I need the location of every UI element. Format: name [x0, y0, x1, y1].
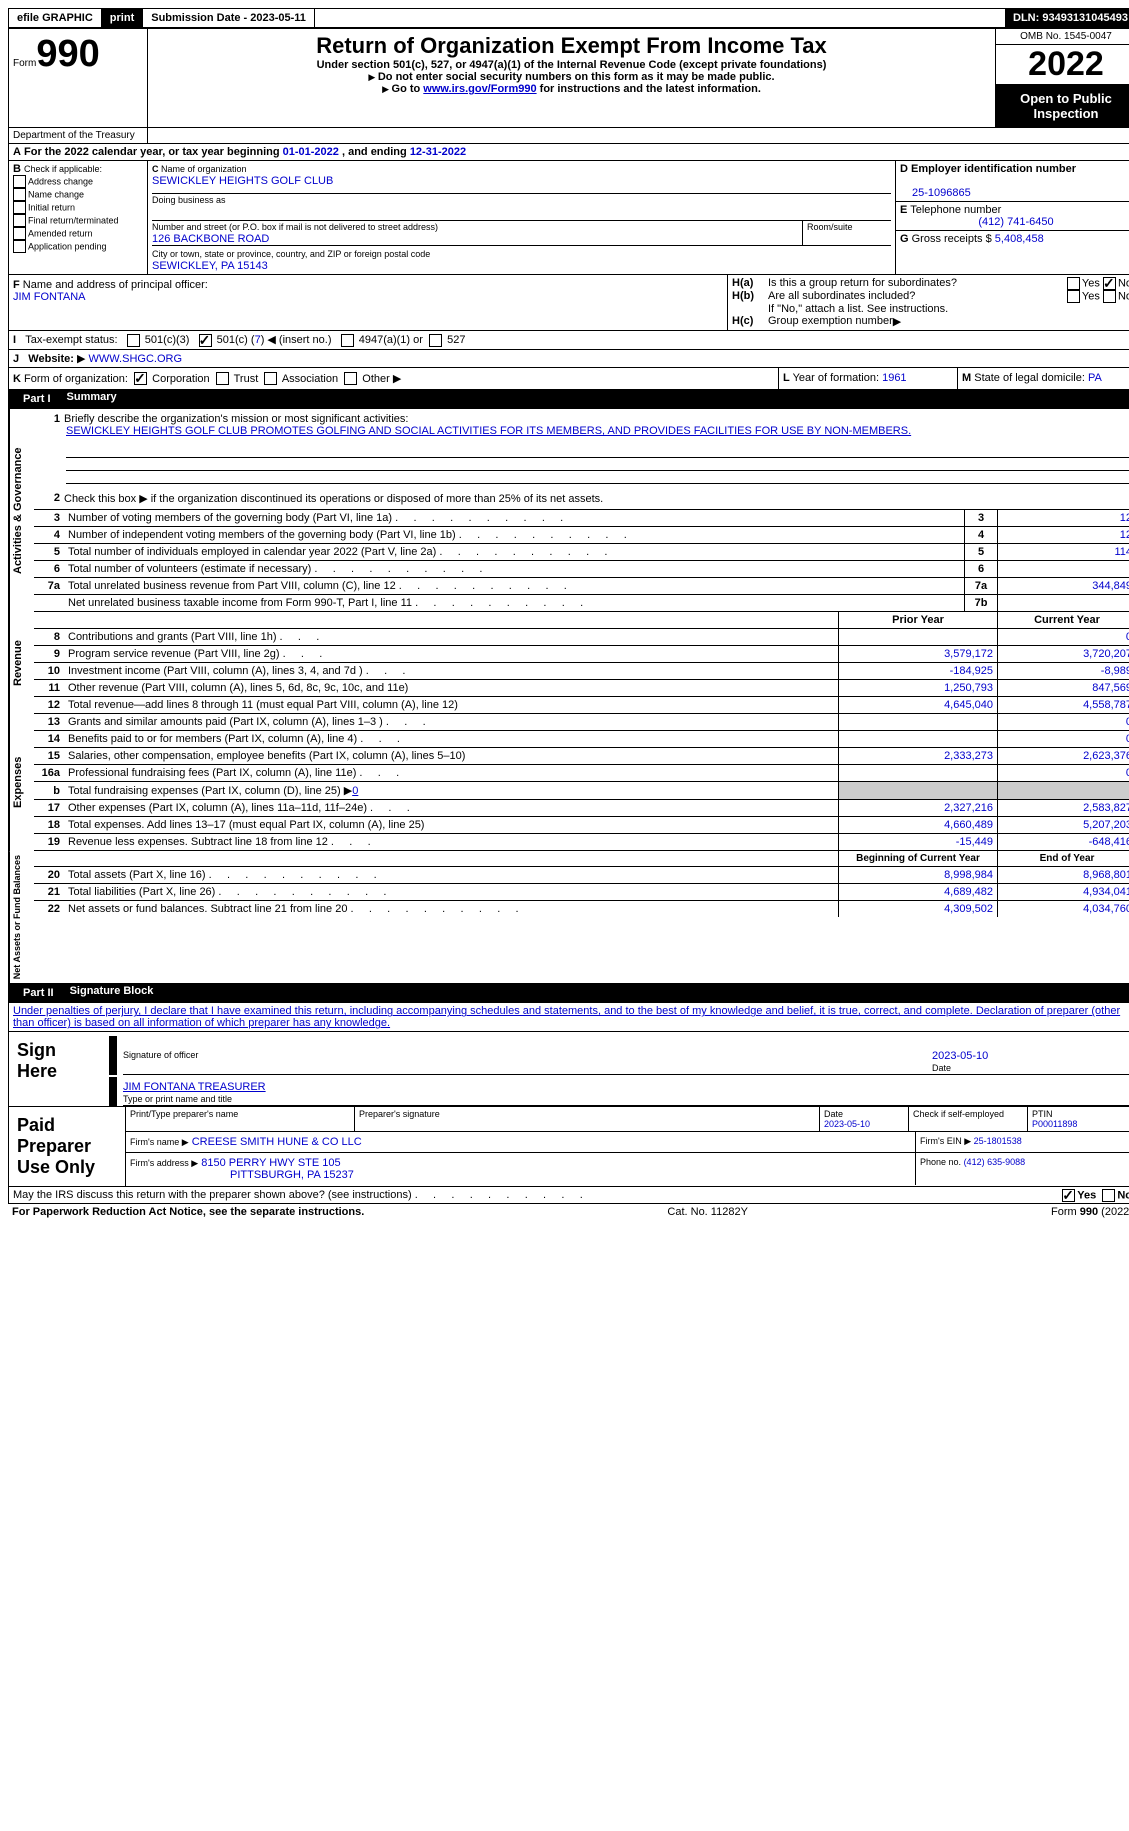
mission-text: SEWICKLEY HEIGHTS GOLF CLUB PROMOTES GOL… — [66, 425, 1129, 437]
checkbox-discuss-yes[interactable] — [1062, 1189, 1075, 1202]
checkbox-name-change[interactable] — [13, 188, 26, 201]
checkbox-final-return[interactable] — [13, 214, 26, 227]
efile-label: efile GRAPHIC — [9, 9, 102, 27]
checkbox-ha-no[interactable] — [1103, 277, 1116, 290]
checkbox-527[interactable] — [429, 334, 442, 347]
checkbox-501c[interactable] — [199, 334, 212, 347]
checkbox-assoc[interactable] — [264, 372, 277, 385]
part1-header: Part I Summary — [9, 389, 1129, 409]
irs-link[interactable]: www.irs.gov/Form990 — [423, 83, 536, 95]
section-h: H(a) Is this a group return for subordin… — [728, 275, 1129, 330]
checkbox-hb-no[interactable] — [1103, 290, 1116, 303]
checkbox-hb-yes[interactable] — [1067, 290, 1080, 303]
checkbox-discuss-no[interactable] — [1102, 1189, 1115, 1202]
title-box: Return of Organization Exempt From Incom… — [148, 29, 995, 127]
org-address: 126 BACKBONE ROAD — [152, 233, 269, 245]
vert-netassets: Net Assets or Fund Balances — [9, 851, 34, 983]
phone: (412) 741-6450 — [900, 216, 1129, 228]
section-j: J Website: ▶ WWW.SHGC.ORG — [9, 349, 1129, 367]
expenses-table: 13Grants and similar amounts paid (Part … — [34, 714, 1129, 851]
line-a: A For the 2022 calendar year, or tax yea… — [9, 143, 1129, 160]
declaration: Under penalties of perjury, I declare th… — [9, 1003, 1129, 1031]
checkbox-other[interactable] — [344, 372, 357, 385]
section-d: D Employer identification number 25-1096… — [896, 161, 1129, 201]
vert-activities: Activities & Governance — [9, 409, 34, 612]
tax-year: 2022 — [996, 45, 1129, 85]
form-main: Form990 Return of Organization Exempt Fr… — [8, 28, 1129, 1204]
part2-header: Part II Signature Block — [9, 983, 1129, 1003]
checkbox-amended[interactable] — [13, 227, 26, 240]
top-bar: efile GRAPHIC print Submission Date - 20… — [8, 8, 1129, 28]
section-e: E Telephone number (412) 741-6450 — [896, 201, 1129, 230]
section-m: M State of legal domicile: PA — [958, 368, 1129, 390]
spacer — [315, 15, 1005, 21]
section-k: K Form of organization: Corporation Trus… — [9, 368, 779, 390]
org-name: SEWICKLEY HEIGHTS GOLF CLUB — [152, 175, 333, 187]
checkbox-initial-return[interactable] — [13, 201, 26, 214]
section-c: C Name of organization SEWICKLEY HEIGHTS… — [148, 161, 1129, 274]
note-goto: Go to www.irs.gov/Form990 for instructio… — [152, 83, 991, 95]
vert-revenue: Revenue — [9, 612, 34, 714]
vert-expenses: Expenses — [9, 714, 34, 851]
form-subtitle: Under section 501(c), 527, or 4947(a)(1)… — [152, 59, 991, 71]
print-button[interactable]: print — [102, 9, 143, 27]
sign-here-label: Sign Here — [9, 1032, 105, 1106]
checkbox-ha-yes[interactable] — [1067, 277, 1080, 290]
org-city: SEWICKLEY, PA 15143 — [152, 260, 268, 272]
checkbox-pending[interactable] — [13, 240, 26, 253]
open-public: Open to Public Inspection — [996, 85, 1129, 127]
footer: For Paperwork Reduction Act Notice, see … — [8, 1204, 1129, 1220]
omb-number: OMB No. 1545-0047 — [996, 29, 1129, 45]
form-number-box: Form990 — [9, 29, 148, 127]
checkbox-address-change[interactable] — [13, 175, 26, 188]
section-g: G Gross receipts $ 5,408,458 — [896, 230, 1129, 247]
checkbox-4947[interactable] — [341, 334, 354, 347]
submission-date: Submission Date - 2023-05-11 — [143, 9, 315, 27]
paid-preparer-label: Paid Preparer Use Only — [9, 1107, 125, 1186]
form-title: Return of Organization Exempt From Incom… — [152, 33, 991, 59]
checkbox-corp[interactable] — [134, 372, 147, 385]
section-i: I Tax-exempt status: 501(c)(3) 501(c) (7… — [9, 330, 1129, 349]
ein: 25-1096865 — [912, 187, 971, 199]
sig-officer-label: Signature of officer — [123, 1050, 932, 1074]
checkbox-501c3[interactable] — [127, 334, 140, 347]
section-f: F Name and address of principal officer:… — [9, 275, 728, 330]
netassets-table: Beginning of Current YearEnd of Year 20T… — [34, 851, 1129, 917]
dept-box: Department of the Treasury — [9, 128, 148, 143]
year-box: OMB No. 1545-0047 2022 Open to Public In… — [995, 29, 1129, 127]
irs-discuss: May the IRS discuss this return with the… — [9, 1186, 1129, 1203]
note-ssn: Do not enter social security numbers on … — [152, 71, 991, 83]
section-l: L Year of formation: 1961 — [779, 368, 958, 390]
revenue-table: Prior YearCurrent Year 8Contributions an… — [34, 612, 1129, 714]
officer-name-sig: JIM FONTANA TREASURER — [123, 1081, 266, 1093]
activities-table: 3Number of voting members of the governi… — [34, 509, 1129, 612]
officer-name: JIM FONTANA — [13, 291, 86, 303]
checkbox-trust[interactable] — [216, 372, 229, 385]
website[interactable]: WWW.SHGC.ORG — [89, 353, 183, 365]
gross-receipts: 5,408,458 — [995, 233, 1044, 245]
dln: DLN: 93493131045493 — [1005, 9, 1129, 27]
section-b: B Check if applicable: Address change Na… — [9, 161, 148, 274]
